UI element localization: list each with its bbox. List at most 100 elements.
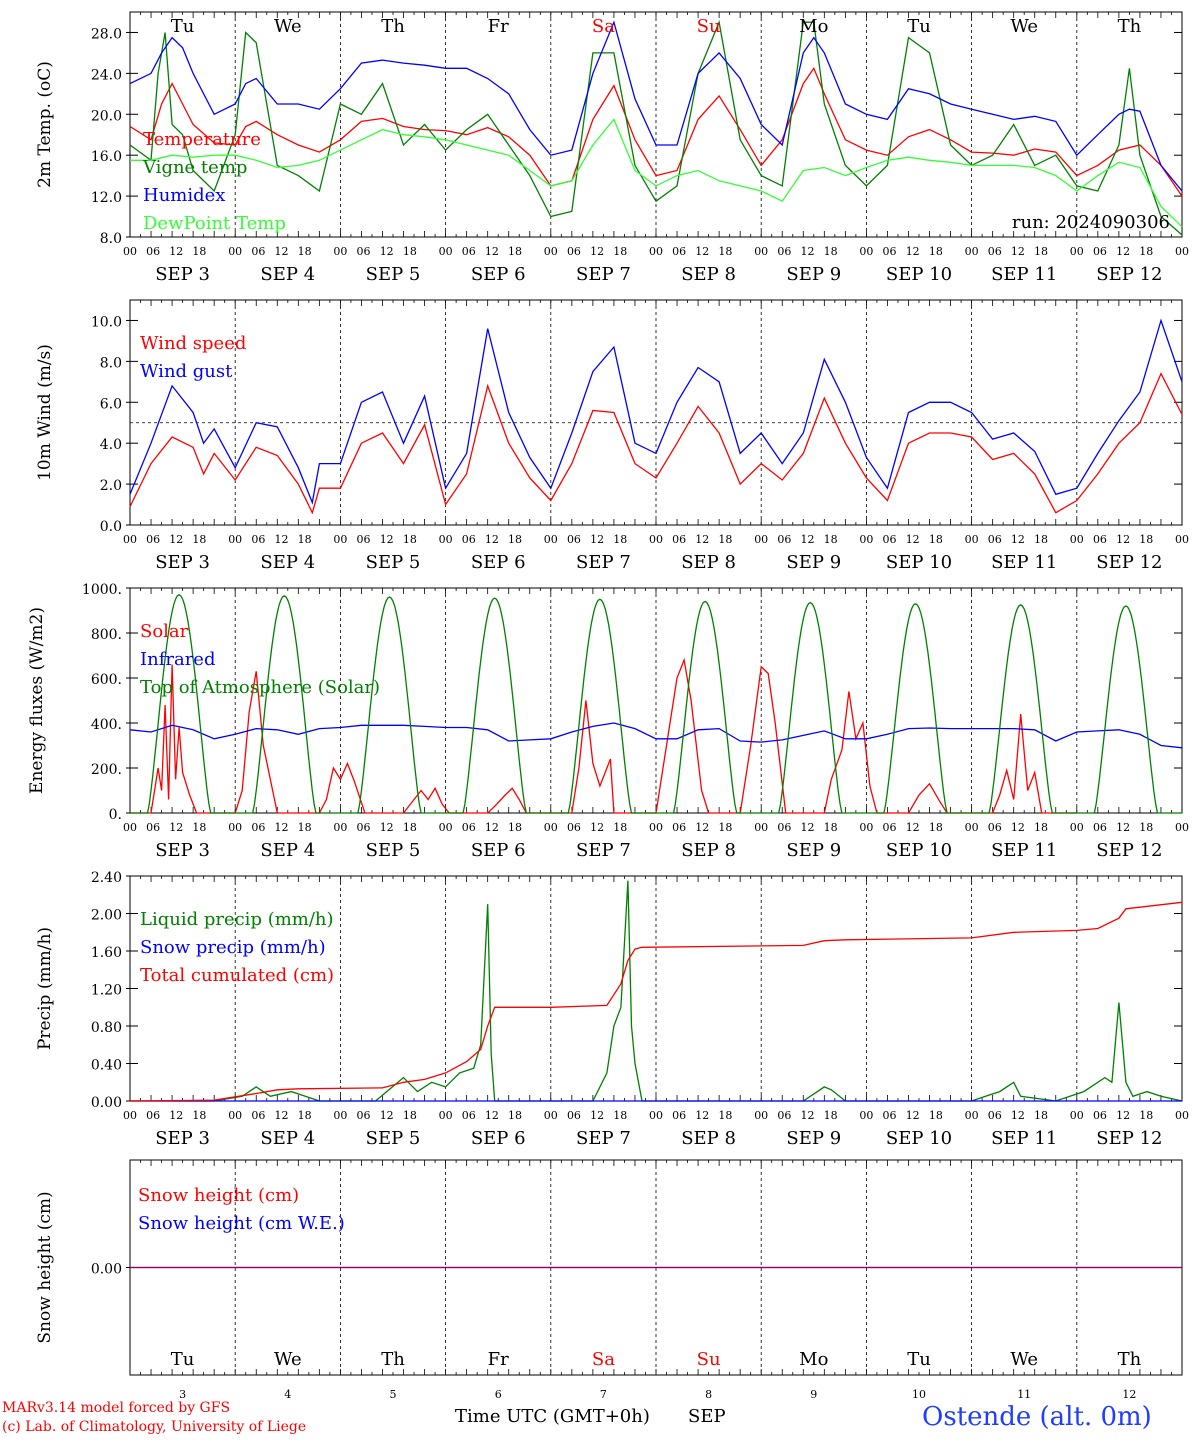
date-label: SEP 10 [886,552,952,573]
hour-tick-label: 12 [274,245,288,258]
hour-tick-label: 06 [1093,245,1107,258]
hour-tick-label: 06 [777,245,791,258]
legend-entry: Solar [140,621,189,642]
hour-tick-label: 00 [1175,245,1189,258]
hour-tick-label: 12 [274,1109,288,1122]
hour-tick-label: 06 [777,1109,791,1122]
y-tick-label: 0.80 [91,1020,122,1036]
y-tick-label: 8.0 [100,231,122,247]
hour-tick-label: 00 [859,533,873,546]
date-label: SEP 10 [886,1128,952,1149]
weekday-label: Tu [907,16,931,37]
y-axis-label: Energy fluxes (W/m2) [27,607,47,794]
hour-tick-label: 18 [613,533,627,546]
hour-tick-label: 06 [672,245,686,258]
legend-entry: DewPoint Temp [143,213,286,234]
hour-tick-label: 00 [965,533,979,546]
hour-tick-label: 00 [965,245,979,258]
hour-tick-label: 00 [228,821,242,834]
weekday-label: Th [381,16,405,37]
date-label: SEP 4 [260,552,315,573]
hour-tick-label: 00 [333,245,347,258]
hour-tick-label: 06 [462,245,476,258]
hour-tick-label: 06 [1093,533,1107,546]
date-label: SEP 10 [886,264,952,285]
hour-tick-label: 12 [485,245,499,258]
hour-tick-label: 12 [169,533,183,546]
legend-entry: Snow precip (mm/h) [140,937,326,958]
legend-entry: Total cumulated (cm) [140,965,334,986]
date-label: SEP 9 [786,552,841,573]
hour-tick-label: 00 [754,1109,768,1122]
date-label: SEP 11 [991,1128,1057,1149]
day-number-label: 9 [810,1388,817,1401]
model-credit: MARv3.14 model forced by GFS [2,1400,231,1416]
date-label: SEP 7 [576,840,631,861]
hour-tick-label: 06 [988,821,1002,834]
hour-tick-label: 18 [1139,1109,1153,1122]
date-label: SEP 5 [366,840,421,861]
x-axis-label: Time UTC (GMT+0h) [455,1406,650,1427]
hour-tick-label: 18 [298,533,312,546]
hour-tick-label: 06 [883,245,897,258]
hour-tick-label: 00 [544,245,558,258]
day-number-label: 3 [179,1388,186,1401]
date-label: SEP 3 [155,552,210,573]
y-tick-label: 0. [109,807,122,823]
series-line [129,372,1183,515]
hour-tick-label: 18 [929,821,943,834]
hour-tick-label: 18 [298,821,312,834]
date-label: SEP 8 [681,552,736,573]
date-label: SEP 8 [681,840,736,861]
hour-tick-label: 18 [508,533,522,546]
x-axis-month: SEP [688,1406,726,1427]
hour-tick-label: 12 [800,533,814,546]
hour-tick-label: 12 [485,821,499,834]
hour-tick-label: 06 [988,245,1002,258]
hour-tick-label: 06 [883,821,897,834]
hour-tick-label: 18 [403,1109,417,1122]
hour-tick-label: 18 [192,1109,206,1122]
hour-tick-label: 00 [859,1109,873,1122]
hour-tick-label: 18 [824,821,838,834]
hour-tick-label: 12 [1116,245,1130,258]
hour-tick-label: 06 [988,533,1002,546]
hour-tick-label: 06 [777,821,791,834]
hour-tick-label: 18 [613,1109,627,1122]
hour-tick-label: 00 [333,1109,347,1122]
legend-entry: Top of Atmosphere (Solar) [140,677,380,698]
y-tick-label: 0.0 [100,519,122,535]
date-label: SEP 8 [681,264,736,285]
legend-entry: Vigne temp [142,157,247,178]
legend-entry: Snow height (cm) [138,1185,299,1206]
day-number-label: 7 [600,1388,607,1401]
hour-tick-label: 18 [613,821,627,834]
date-label: SEP 3 [155,264,210,285]
hour-tick-label: 18 [1034,821,1048,834]
weekday-label: We [274,16,302,37]
lab-credit: (c) Lab. of Climatology, University of L… [2,1419,307,1435]
date-label: SEP 11 [991,552,1057,573]
hour-tick-label: 06 [1093,1109,1107,1122]
series-line [130,657,1077,814]
date-label: SEP 4 [260,1128,315,1149]
day-number-label: 8 [705,1388,712,1401]
y-tick-label: 4.0 [100,437,122,453]
date-label: SEP 6 [471,552,526,573]
date-label: SEP 9 [786,1128,841,1149]
weekday-label: Su [697,1349,721,1370]
hour-tick-label: 18 [403,245,417,258]
hour-tick-label: 12 [906,245,920,258]
y-tick-label: 2.0 [100,478,122,494]
hour-tick-label: 06 [146,245,160,258]
hour-tick-label: 06 [672,1109,686,1122]
date-label: SEP 9 [786,840,841,861]
hour-tick-label: 06 [567,821,581,834]
date-label: SEP 12 [1096,1128,1162,1149]
hour-tick-label: 06 [883,1109,897,1122]
hour-tick-label: 06 [251,1109,265,1122]
y-tick-label: 20.0 [91,108,122,124]
hour-tick-label: 12 [1011,533,1025,546]
hour-tick-label: 00 [439,1109,453,1122]
hour-tick-label: 12 [485,533,499,546]
